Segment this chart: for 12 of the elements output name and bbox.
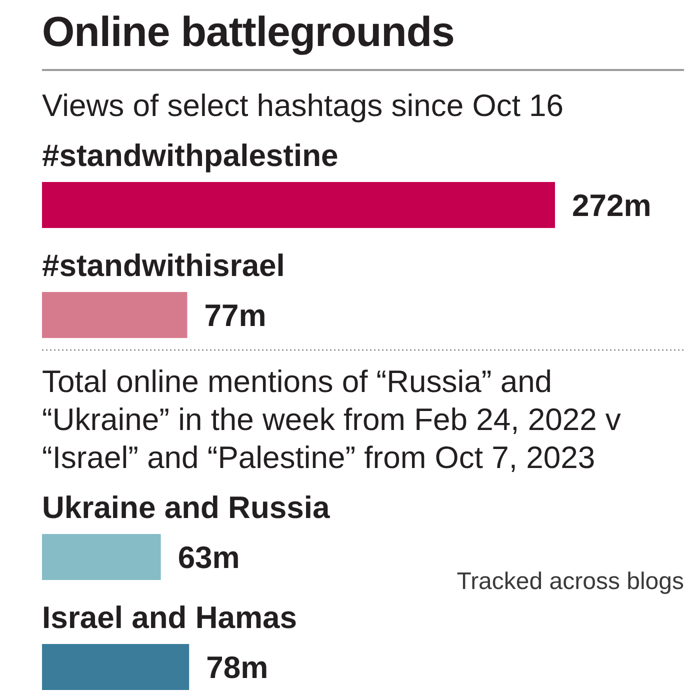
- data-label: 272m: [572, 188, 652, 223]
- data-label: 77m: [204, 298, 266, 333]
- y-tick-label: Ukraine and Russia: [42, 490, 330, 525]
- y-tick-label: Israel and Hamas: [42, 600, 298, 635]
- text: Total online mentions of “Russia” and “Ukraine” in the week from Feb 24, 2022 v “Israel” and “Palestine” from Oct 7, 2023: [42, 364, 622, 475]
- y-tick-label: #standwithisrael: [42, 248, 285, 283]
- data-label: 78m: [206, 650, 268, 685]
- text: Tracked across blogs: [456, 568, 684, 595]
- chart-title: Online battlegrounds: [42, 8, 454, 55]
- y-tick-label: #standwithpalestine: [42, 138, 338, 173]
- chart-subtitle: Views of select hashtags since Oct 16: [42, 88, 564, 123]
- data-label: 63m: [178, 540, 240, 575]
